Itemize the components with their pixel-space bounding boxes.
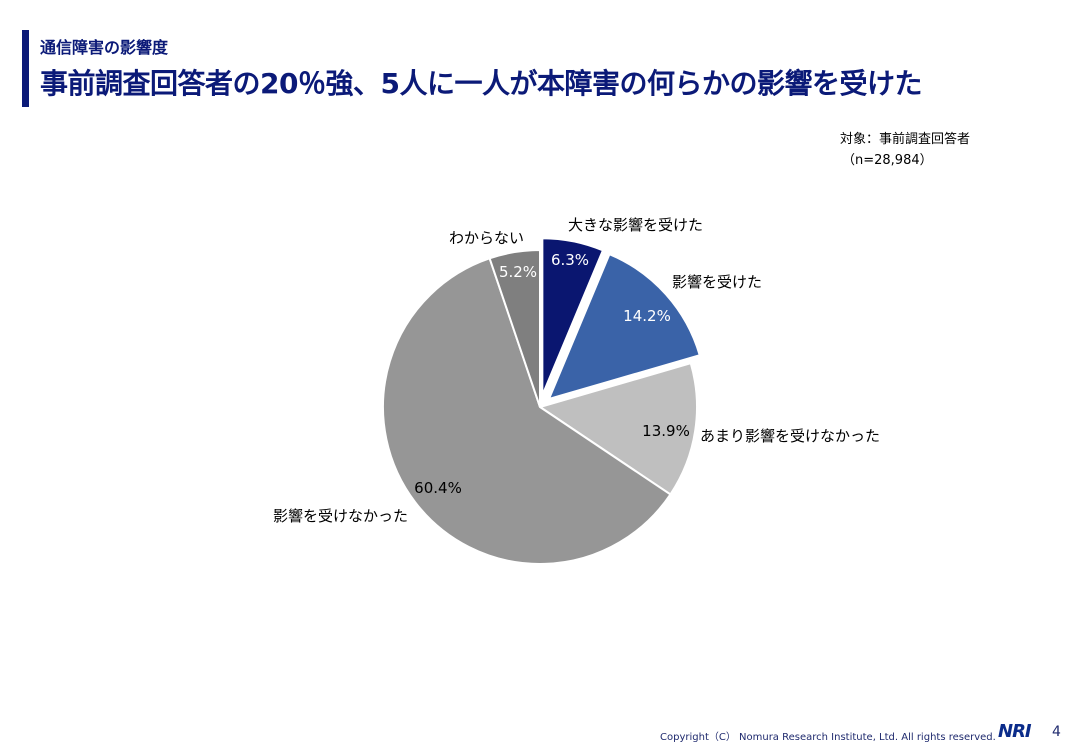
pie-slice-1: [541, 237, 605, 396]
category-label-slice-3: あまり影響を受けなかった: [700, 427, 880, 445]
slide-title: 事前調査回答者の20％強、5人に一人が本障害の何らかの影響を受けた: [40, 67, 922, 100]
sample-size-label: （n=28,984）: [842, 153, 933, 168]
pie-slice-2: [547, 252, 701, 401]
pie-slice-4: [382, 257, 672, 565]
value-label-slice-1: 6.3%: [551, 251, 589, 269]
value-label-slice-5: 5.2%: [499, 263, 537, 281]
title-accent-bar: [22, 30, 29, 107]
category-label-slice-4: 影響を受けなかった: [273, 507, 408, 525]
value-label-slice-3: 13.9%: [642, 422, 690, 440]
category-label-slice-2: 影響を受けた: [672, 273, 762, 291]
page-number: 4: [1052, 724, 1061, 740]
copyright-text: Copyright（C） Nomura Research Institute, …: [660, 732, 996, 743]
category-label-slice-1: 大きな影響を受けた: [568, 216, 703, 234]
survey-meta: 対象：事前調査回答者 （n=28,984）: [840, 129, 970, 171]
value-label-slice-4: 60.4%: [414, 479, 462, 497]
category-label-slice-5: わからない: [449, 229, 524, 247]
value-label-slice-2: 14.2%: [623, 307, 671, 325]
pie-slice-3: [537, 361, 698, 496]
slide-subtitle: 通信障害の影響度: [40, 38, 169, 57]
nri-logo: NRI: [998, 721, 1032, 742]
pie-slice-5: [488, 248, 541, 408]
target-label: 対象：事前調査回答者: [840, 132, 971, 147]
